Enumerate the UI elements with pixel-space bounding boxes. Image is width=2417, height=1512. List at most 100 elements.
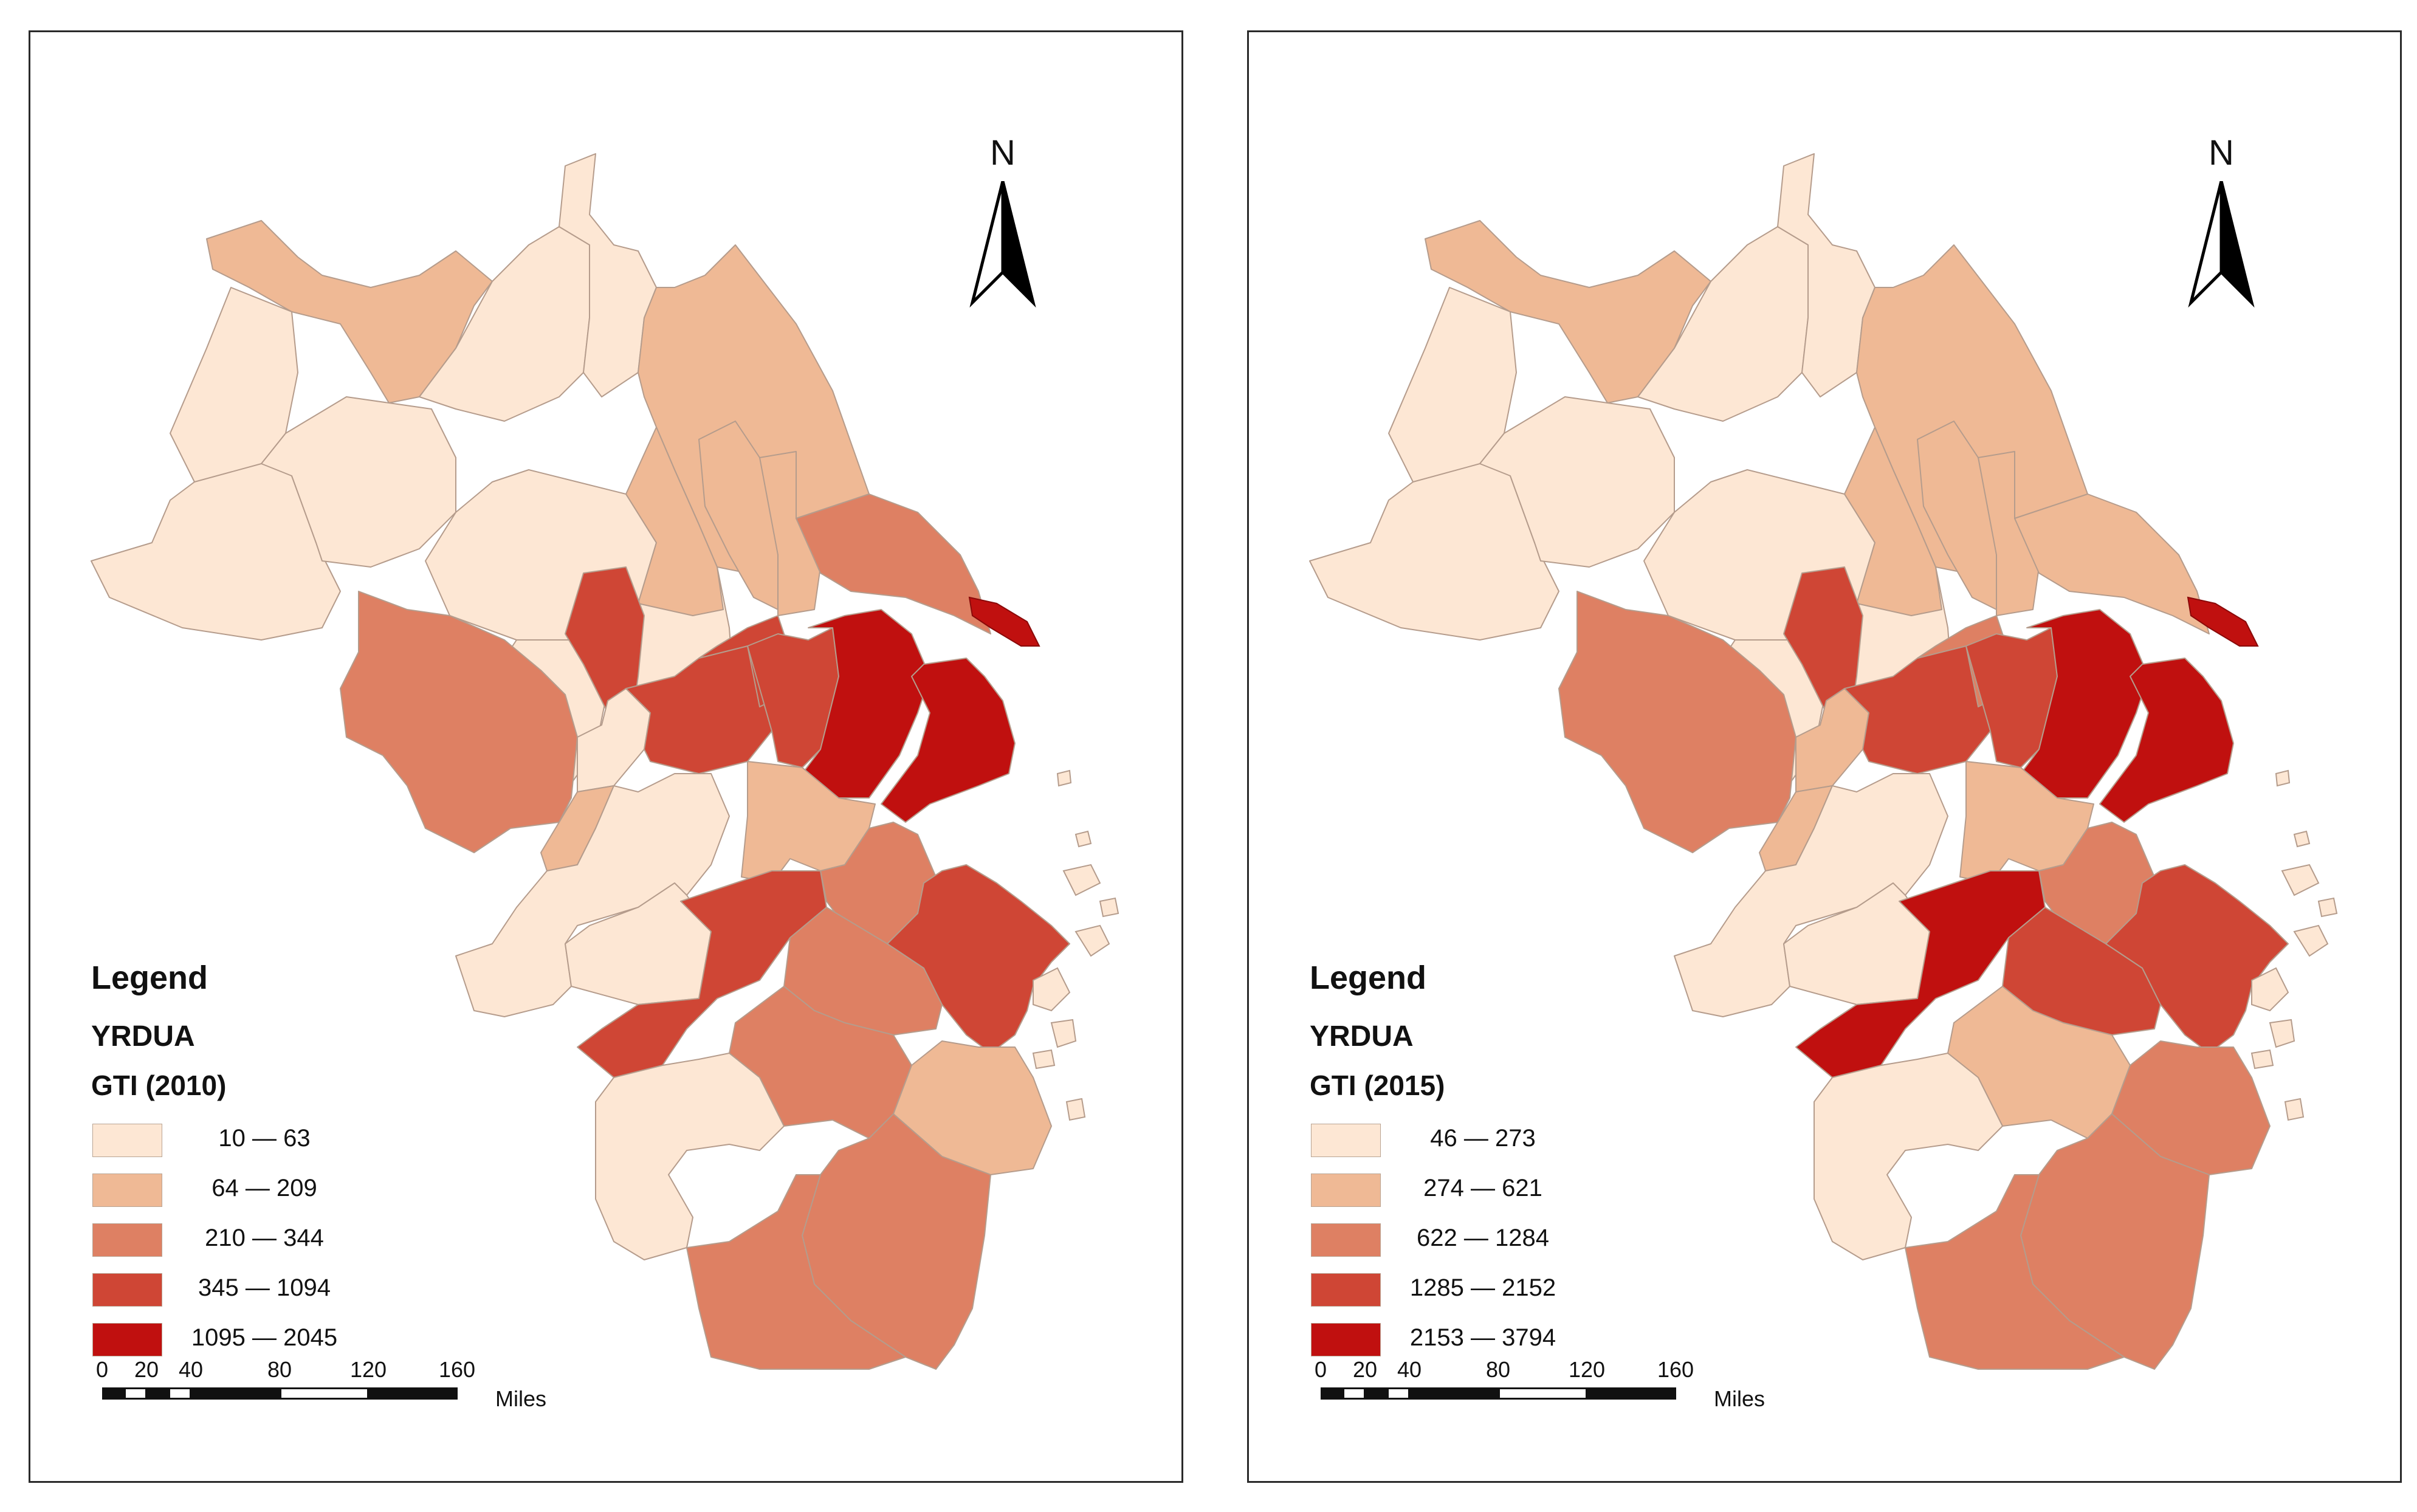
scale-tick: 160 (438, 1357, 476, 1382)
scale-segment (1365, 1387, 1387, 1400)
legend-class-label: 10 — 63 (218, 1125, 311, 1152)
scale-segment (191, 1387, 280, 1400)
legend-swatch (92, 1323, 162, 1356)
map-region (1905, 1174, 2125, 1370)
legend-swatch (1311, 1273, 1381, 1307)
scale-segment (1343, 1387, 1366, 1400)
scale-tick: 40 (178, 1357, 204, 1382)
legend-swatch (1311, 1124, 1381, 1157)
map-region (2099, 658, 2234, 823)
map-region (206, 220, 493, 404)
legend-class-2: 274 — 621 (1310, 1169, 1735, 1218)
map-panel-2010: N Legend YRDUA GTI (2010) 10 — 63 64 — 2… (29, 30, 1183, 1483)
map-region (759, 451, 821, 616)
legend-layer-name: YRDUA (91, 1020, 195, 1053)
map-region (577, 870, 827, 1078)
scale-segment (1387, 1387, 1410, 1400)
legend-class-label: 210 — 344 (205, 1225, 324, 1251)
map-island (1074, 830, 1092, 848)
scale-unit: Miles (495, 1386, 547, 1411)
north-arrow: N (2179, 132, 2264, 333)
map-island (2284, 1098, 2305, 1121)
map-island (1062, 864, 1101, 896)
legend-field-label: GTI (2015) (1310, 1070, 1445, 1101)
north-arrow: N (960, 132, 1045, 333)
map-region (1558, 591, 1796, 853)
legend-class-label: 622 — 1284 (1417, 1225, 1549, 1251)
legend-class-label: 1095 — 2045 (191, 1324, 338, 1351)
scale-segment (146, 1387, 169, 1400)
map-region (686, 1174, 906, 1370)
legend-class-label: 1285 — 2152 (1409, 1274, 1556, 1301)
map-island (2269, 1019, 2295, 1048)
map-region (1674, 773, 1948, 1017)
map-region (887, 864, 1070, 1054)
legend-class-label: 2153 — 3794 (1409, 1324, 1556, 1351)
map-region (455, 773, 730, 1017)
scale-tick: 20 (1352, 1357, 1378, 1382)
map-region (625, 427, 724, 616)
map-region (2105, 864, 2289, 1054)
map-island (1056, 769, 1072, 787)
map-island (2317, 897, 2338, 918)
legend-class-4: 1285 — 2152 (1310, 1268, 1735, 1318)
north-label: N (990, 133, 1016, 173)
map-island (1099, 897, 1119, 918)
legend-class-5: 1095 — 2045 (91, 1318, 517, 1368)
scale-segment (1587, 1387, 1676, 1400)
legend-class-label: 274 — 621 (1423, 1175, 1542, 1201)
map-region (1978, 451, 2040, 616)
map-island (1032, 1049, 1056, 1070)
scale-bar: 0 20 40 80 120 160 Miles (95, 1357, 583, 1424)
map-region (1795, 870, 2046, 1078)
legend-swatch (1311, 1174, 1381, 1207)
scale-tick: 120 (1568, 1357, 1606, 1382)
scale-tick: 80 (267, 1357, 292, 1382)
map-region (802, 609, 930, 799)
map-island (2187, 596, 2259, 647)
scale-segment (124, 1387, 147, 1400)
legend-title: Legend (91, 960, 208, 996)
map-island (1050, 1019, 1077, 1048)
map-island (2275, 769, 2291, 787)
scale-tick: 160 (1657, 1357, 1694, 1382)
north-arrow-icon (2188, 181, 2255, 308)
legend-class-label: 46 — 273 (1430, 1125, 1536, 1152)
scale-bar: 0 20 40 80 120 160 Miles (1314, 1357, 1802, 1424)
legend-class-1: 10 — 63 (91, 1119, 517, 1169)
map-region (1479, 396, 1675, 568)
scale-segment (102, 1387, 125, 1400)
legend: Legend YRDUA GTI (2015) 46 — 273 274 — 6… (1310, 959, 1735, 1368)
legend-class-3: 210 — 344 (91, 1218, 517, 1268)
legend-swatch (1311, 1323, 1381, 1356)
legend-layer-name: YRDUA (1310, 1020, 1414, 1053)
map-region (1814, 1053, 2003, 1260)
legend-class-label: 64 — 209 (211, 1175, 317, 1201)
map-island (2293, 830, 2311, 848)
scale-tick: 0 (95, 1357, 109, 1382)
map-region (261, 396, 456, 568)
legend-title: Legend (1310, 960, 1427, 996)
legend-class-2: 64 — 209 (91, 1169, 517, 1218)
legend-swatch (92, 1124, 162, 1157)
scale-tick: 0 (1314, 1357, 1327, 1382)
legend-swatch (92, 1174, 162, 1207)
legend-swatch (92, 1223, 162, 1257)
choropleth-map (1309, 153, 2338, 1370)
map-island (1074, 924, 1110, 957)
scale-tick: 80 (1485, 1357, 1511, 1382)
scale-tick: 20 (134, 1357, 159, 1382)
scale-segment (168, 1387, 191, 1400)
map-region (2014, 493, 2210, 634)
map-region (625, 645, 772, 774)
map-region (340, 591, 578, 853)
scale-segment (1321, 1387, 1343, 1400)
scale-segment (368, 1387, 458, 1400)
map-panel-2015: N Legend YRDUA GTI (2015) 46 — 273 274 —… (1247, 30, 2402, 1483)
legend-swatch (92, 1273, 162, 1307)
map-region (1425, 220, 1711, 404)
scale-tick: 120 (349, 1357, 387, 1382)
map-island (2281, 864, 2320, 896)
north-label: N (2209, 133, 2234, 173)
north-arrow-icon (969, 181, 1036, 308)
